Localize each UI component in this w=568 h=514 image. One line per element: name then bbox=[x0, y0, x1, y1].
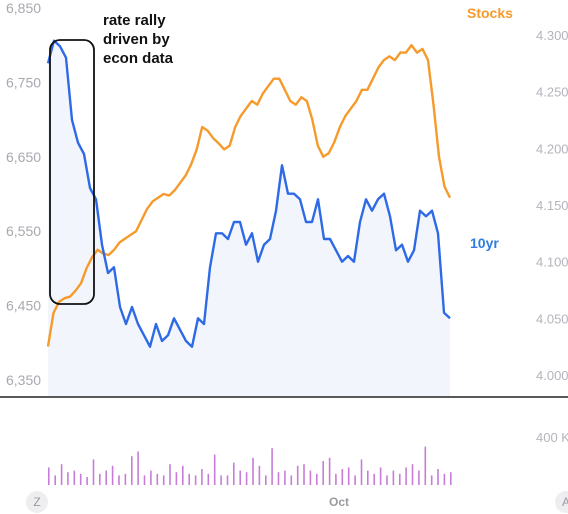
volume-bar bbox=[143, 475, 146, 485]
volume-bar bbox=[296, 465, 299, 485]
right-axis-tick: 4.250 bbox=[536, 85, 568, 100]
volume-bar bbox=[92, 459, 95, 485]
volume-bar bbox=[162, 475, 165, 485]
volume-bar bbox=[220, 475, 222, 485]
left-axis-tick: 6,350 bbox=[6, 372, 41, 388]
right-axis-tick: 4.050 bbox=[536, 311, 568, 326]
volume-bar bbox=[392, 470, 395, 485]
right-axis-tick: 4.000 bbox=[536, 368, 568, 383]
volume-bar bbox=[182, 465, 184, 485]
annotation-line: econ data bbox=[103, 50, 174, 67]
volume-bar bbox=[213, 454, 216, 485]
zoom-button[interactable] bbox=[26, 491, 48, 513]
right-axis-tick: 4.150 bbox=[536, 198, 568, 213]
volume-bar bbox=[118, 475, 120, 485]
volume-bar bbox=[347, 467, 350, 485]
volume-bar bbox=[137, 451, 139, 485]
volume-bar bbox=[54, 475, 56, 485]
volume-bar bbox=[367, 470, 369, 485]
volume-bar bbox=[450, 472, 452, 485]
volume-bar bbox=[60, 464, 63, 485]
volume-bar bbox=[124, 473, 127, 485]
volume-bar bbox=[245, 472, 248, 485]
series-label-10yr: 10yr bbox=[470, 235, 499, 251]
volume-bar bbox=[437, 469, 439, 485]
volume-bar bbox=[373, 473, 375, 485]
volume-bar bbox=[226, 475, 229, 485]
volume-bar bbox=[239, 470, 241, 485]
volume-bar bbox=[328, 457, 331, 485]
volume-bar bbox=[430, 475, 433, 485]
volume-bar bbox=[386, 475, 388, 485]
volume-bar bbox=[411, 464, 414, 485]
volume-bar bbox=[79, 473, 82, 485]
series-line-10yr bbox=[46, 39, 451, 348]
auto-icon[interactable]: A bbox=[562, 495, 568, 509]
left-axis-ticks: 6,350 6,450 6,550 6,650 6,750 6,850 bbox=[6, 0, 41, 388]
volume-bar bbox=[73, 470, 76, 485]
volume-bar bbox=[284, 470, 286, 485]
right-axis-tick: 4.300 bbox=[536, 28, 568, 43]
volume-bar bbox=[201, 469, 203, 485]
volume-bars bbox=[48, 446, 452, 485]
volume-bar bbox=[48, 467, 50, 485]
volume-bar bbox=[86, 477, 88, 485]
zoom-icon[interactable]: Z bbox=[33, 495, 40, 509]
volume-bar bbox=[360, 459, 363, 485]
left-axis-tick: 6,550 bbox=[6, 223, 41, 239]
x-axis-tick: Oct bbox=[329, 495, 349, 509]
volume-bar bbox=[105, 470, 107, 485]
volume-bar bbox=[290, 475, 293, 485]
volume-bar bbox=[271, 448, 273, 485]
series-area-10yr bbox=[48, 40, 450, 396]
volume-bar bbox=[194, 475, 197, 485]
volume-bar bbox=[335, 473, 337, 485]
price-area-fill bbox=[48, 40, 450, 396]
volume-bar bbox=[399, 473, 401, 485]
volume-bar bbox=[322, 461, 324, 485]
annotation-text: rate rally driven by econ data bbox=[103, 12, 174, 67]
volume-bar bbox=[303, 464, 305, 485]
volume-axis-tick: 400 K bbox=[536, 430, 568, 445]
volume-bar bbox=[443, 473, 446, 485]
volume-bar bbox=[131, 456, 133, 485]
series-line-stocks bbox=[46, 44, 452, 347]
right-axis-ticks: 4.000 4.050 4.100 4.150 4.200 4.250 4.300 bbox=[536, 28, 568, 383]
volume-bar bbox=[277, 472, 280, 485]
volume-bar bbox=[258, 465, 261, 485]
volume-bar bbox=[418, 470, 420, 485]
volume-bar bbox=[233, 462, 235, 485]
auto-button[interactable] bbox=[555, 491, 568, 513]
volume-bar bbox=[379, 467, 382, 485]
volume-bar bbox=[309, 470, 312, 485]
volume-bar bbox=[156, 473, 159, 485]
volume-bar bbox=[67, 472, 69, 485]
right-axis-tick: 4.200 bbox=[536, 141, 568, 156]
volume-bar bbox=[341, 469, 344, 485]
series-lines bbox=[46, 39, 452, 348]
volume-bar bbox=[405, 467, 407, 485]
annotation-line: driven by bbox=[103, 31, 170, 48]
volume-bar bbox=[252, 457, 254, 485]
volume-bar bbox=[175, 472, 178, 485]
volume-bar bbox=[111, 465, 114, 485]
volume-bar bbox=[188, 473, 190, 485]
right-axis-tick: 4.100 bbox=[536, 255, 568, 270]
left-axis-tick: 6,850 bbox=[6, 0, 41, 16]
left-axis-tick: 6,750 bbox=[6, 74, 41, 90]
annotation-line: rate rally bbox=[103, 12, 166, 29]
left-axis-tick: 6,450 bbox=[6, 298, 41, 314]
annotation-box bbox=[49, 39, 95, 305]
volume-bar bbox=[316, 473, 318, 485]
volume-bar bbox=[169, 464, 171, 485]
volume-bar bbox=[354, 475, 356, 485]
volume-bar bbox=[99, 473, 101, 485]
volume-bar bbox=[424, 446, 427, 485]
volume-bar bbox=[150, 470, 152, 485]
volume-bar bbox=[207, 473, 210, 485]
series-label-stocks: Stocks bbox=[467, 5, 513, 21]
left-axis-tick: 6,650 bbox=[6, 149, 41, 165]
volume-bar bbox=[265, 475, 267, 485]
